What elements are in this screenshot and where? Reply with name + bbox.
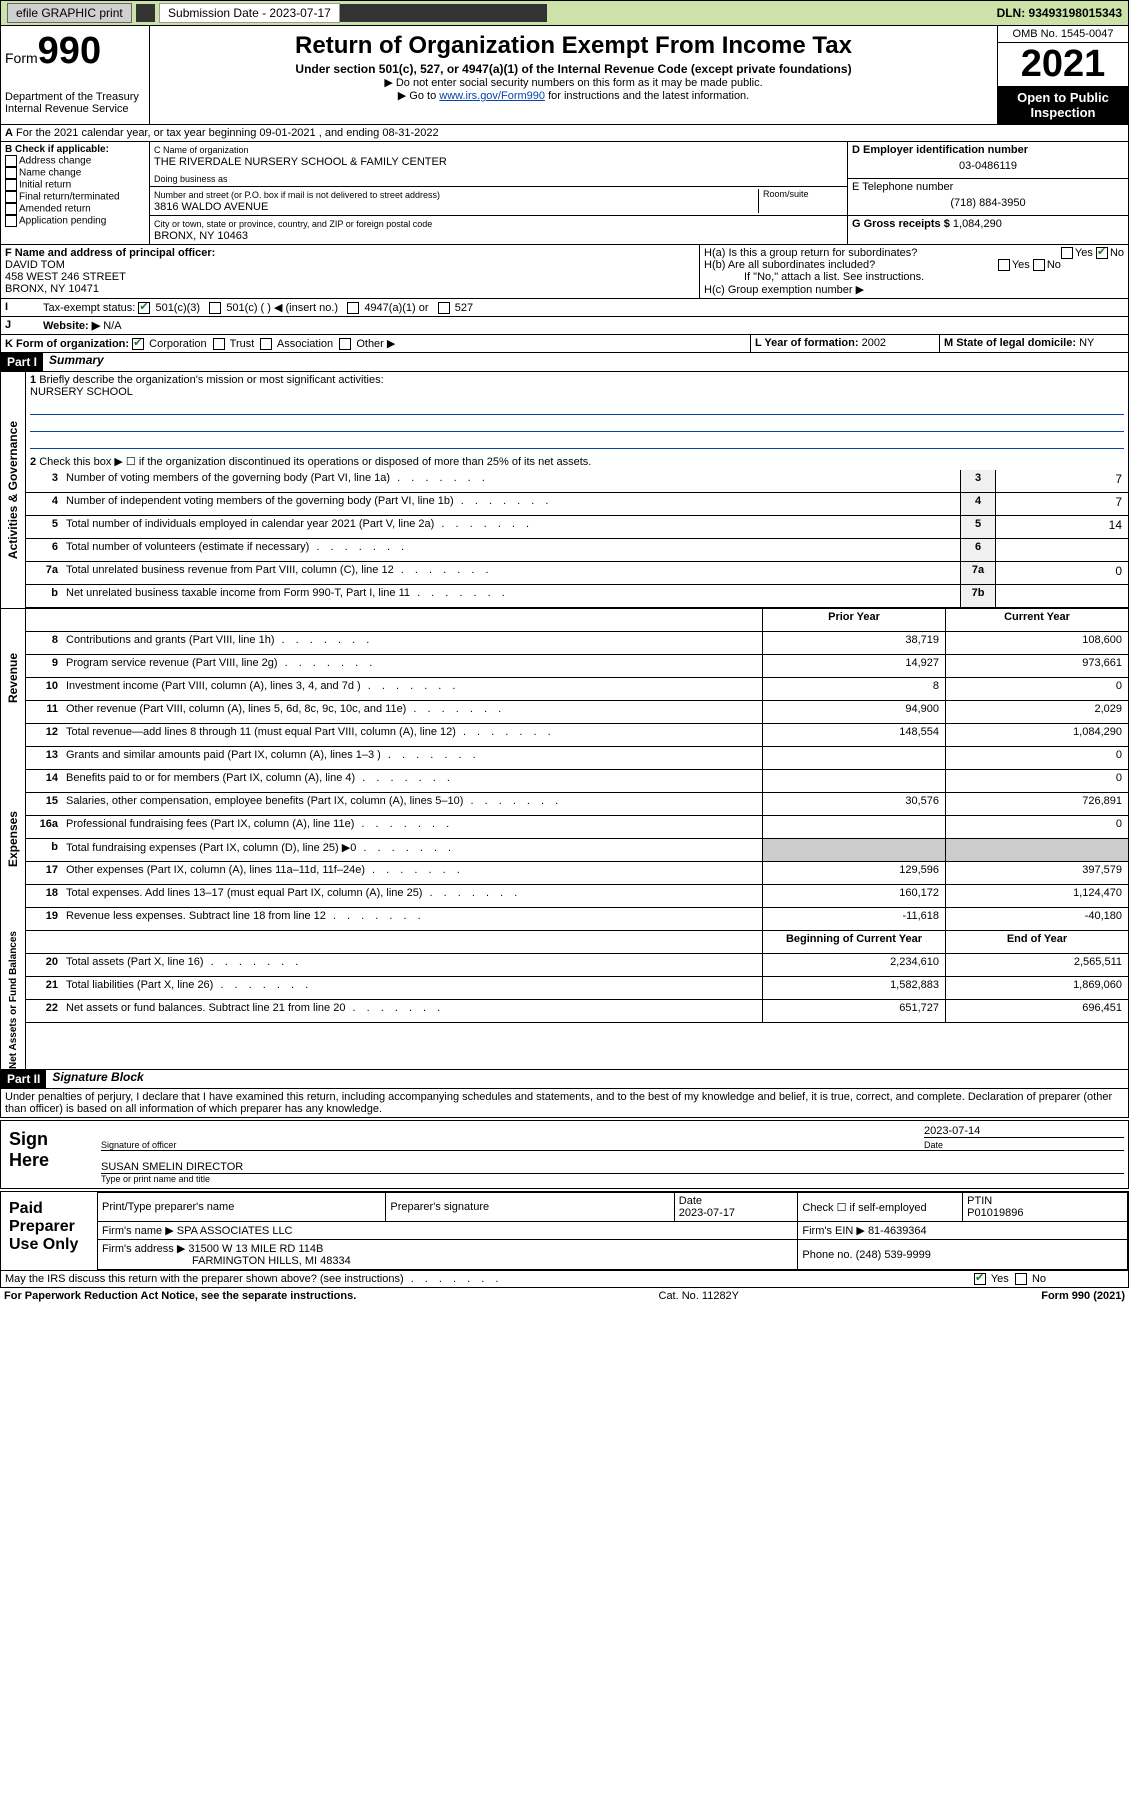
line-1: 1 Briefly describe the organization's mi… [26,372,1128,453]
discuss-row: May the IRS discuss this return with the… [0,1271,1129,1288]
row-fh: F Name and address of principal officer:… [0,245,1129,299]
efile-btn[interactable]: efile GRAPHIC print [7,3,132,23]
row-a: A For the 2021 calendar year, or tax yea… [0,125,1129,142]
table-row: 21Total liabilities (Part X, line 26)1,5… [26,977,1128,1000]
net-headers: Beginning of Current Year End of Year [26,931,1128,954]
table-row: 17Other expenses (Part IX, column (A), l… [26,862,1128,885]
box-g: G Gross receipts $ 1,084,290 [848,216,1128,232]
open-public: Open to Public Inspection [998,86,1128,124]
table-row: 20Total assets (Part X, line 16)2,234,61… [26,954,1128,977]
box-c-wrap: C Name of organization THE RIVERDALE NUR… [150,142,847,244]
part1-header: Part I Summary [0,353,1129,372]
box-f: F Name and address of principal officer:… [1,245,700,298]
dark-spacer2 [340,4,547,22]
table-row: 5Total number of individuals employed in… [26,516,1128,539]
header-sub2b: ▶ Go to www.irs.gov/Form990 for instruct… [154,89,993,102]
table-row: 14Benefits paid to or for members (Part … [26,770,1128,793]
irs-link[interactable]: www.irs.gov/Form990 [439,90,545,102]
row-i: I Tax-exempt status: 501(c)(3) 501(c) ( … [0,299,1129,317]
row-klm: K Form of organization: Corporation Trus… [0,335,1129,353]
table-row: 18Total expenses. Add lines 13–17 (must … [26,885,1128,908]
col-headers: Prior Year Current Year [26,609,1128,632]
dln: DLN: 93493198015343 [997,6,1122,20]
box-m: M State of legal domicile: NY [940,335,1128,352]
table-row: 8Contributions and grants (Part VIII, li… [26,632,1128,655]
table-row: 4Number of independent voting members of… [26,493,1128,516]
table-row: bTotal fundraising expenses (Part IX, co… [26,839,1128,862]
table-row: 16aProfessional fundraising fees (Part I… [26,816,1128,839]
table-row: 22Net assets or fund balances. Subtract … [26,1000,1128,1023]
footer: For Paperwork Reduction Act Notice, see … [0,1288,1129,1304]
box-h: H(a) Is this a group return for subordin… [700,245,1128,298]
table-row: bNet unrelated business taxable income f… [26,585,1128,608]
preparer-table: Print/Type preparer's name Preparer's si… [97,1192,1128,1270]
line-2: 2 Check this box ▶ ☐ if the organization… [26,453,1128,470]
box-c-addr: Number and street (or P.O. box if mail i… [150,187,847,216]
table-row: 6Total number of volunteers (estimate if… [26,539,1128,562]
header-right: OMB No. 1545-0047 2021 Open to Public In… [997,26,1128,124]
omb-number: OMB No. 1545-0047 [998,26,1128,43]
box-b: B Check if applicable: Address change Na… [1,142,150,244]
table-row: 10Investment income (Part VIII, column (… [26,678,1128,701]
dark-spacer [136,4,155,22]
header-sub1: Under section 501(c), 527, or 4947(a)(1)… [154,62,993,76]
part2-header: Part II Signature Block [0,1070,1129,1089]
top-bar: efile GRAPHIC print Submission Date - 20… [0,0,1129,26]
sign-here: Sign Here 2023-07-14 Signature of office… [0,1120,1129,1189]
table-row: 13Grants and similar amounts paid (Part … [26,747,1128,770]
submission-date: Submission Date - 2023-07-17 [159,3,340,23]
table-row: 12Total revenue—add lines 8 through 11 (… [26,724,1128,747]
table-row: 19Revenue less expenses. Subtract line 1… [26,908,1128,931]
section-expenses: Expenses 13Grants and similar amounts pa… [0,747,1129,931]
section-revenue: Revenue Prior Year Current Year 8Contrib… [0,609,1129,747]
tax-exempt: Tax-exempt status: 501(c)(3) 501(c) ( ) … [39,299,1128,316]
paid-preparer: Paid Preparer Use Only Print/Type prepar… [0,1191,1129,1271]
right-info: D Employer identification number 03-0486… [847,142,1128,244]
tax-year: 2021 [998,43,1128,86]
table-row: 7aTotal unrelated business revenue from … [26,562,1128,585]
box-c-name: C Name of organization THE RIVERDALE NUR… [150,142,847,187]
header-sub2a: ▶ Do not enter social security numbers o… [154,76,993,89]
dept-treasury: Department of the Treasury Internal Reve… [5,91,145,115]
box-e: E Telephone number (718) 884-3950 [848,179,1128,216]
form-header: Form990 Department of the Treasury Inter… [0,26,1129,125]
header-left: Form990 Department of the Treasury Inter… [1,26,150,124]
table-row: 3Number of voting members of the governi… [26,470,1128,493]
declaration: Under penalties of perjury, I declare th… [0,1089,1129,1118]
box-l: L Year of formation: 2002 [751,335,940,352]
box-k: K Form of organization: Corporation Trus… [1,335,751,352]
section-net: Net Assets or Fund Balances Beginning of… [0,931,1129,1070]
period-text: A For the 2021 calendar year, or tax yea… [1,125,1128,141]
org-name: THE RIVERDALE NURSERY SCHOOL & FAMILY CE… [154,156,447,168]
table-row: 9Program service revenue (Part VIII, lin… [26,655,1128,678]
table-row: 11Other revenue (Part VIII, column (A), … [26,701,1128,724]
box-d: D Employer identification number 03-0486… [848,142,1128,179]
info-block: B Check if applicable: Address change Na… [0,142,1129,245]
section-governance: Activities & Governance 1 Briefly descri… [0,372,1129,609]
form-title: Return of Organization Exempt From Incom… [154,32,993,60]
table-row: 15Salaries, other compensation, employee… [26,793,1128,816]
row-j: J Website: ▶ N/A [0,317,1129,335]
header-mid: Return of Organization Exempt From Incom… [150,26,997,124]
form-number: Form990 [5,30,145,73]
box-c-city: City or town, state or province, country… [150,216,847,244]
